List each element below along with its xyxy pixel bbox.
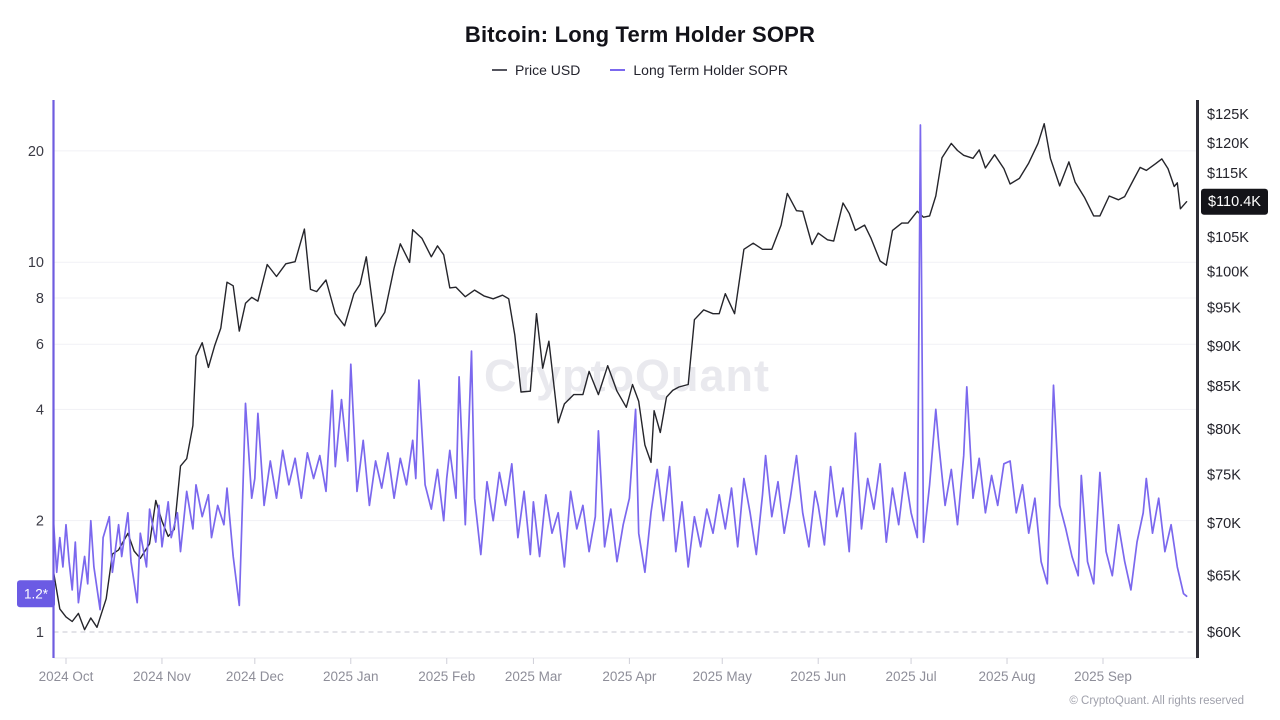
left-axis-tick-label: 20 [28, 144, 44, 160]
legend-item-price[interactable]: Price USD [492, 62, 580, 78]
right-axis-tick-label: $60K [1207, 625, 1241, 641]
right-axis-tick-label: $105K [1207, 230, 1249, 246]
price-line [53, 122, 1188, 631]
right-axis-tick-label: $70K [1207, 516, 1241, 532]
x-axis-label: 2025 Jul [886, 669, 937, 684]
right-axis-tick-label: $95K [1207, 301, 1241, 317]
legend-label-price: Price USD [515, 62, 581, 78]
series-group [53, 122, 1188, 631]
copyright-notice: © CryptoQuant. All rights reserved [1069, 695, 1244, 707]
x-axis-label: 2025 Mar [505, 669, 563, 684]
left-axis-tick-label: 10 [28, 255, 44, 271]
x-axis-label: 2024 Oct [39, 669, 94, 684]
x-axis-label: 2025 Jun [790, 669, 846, 684]
right-axis-tick-label: $75K [1207, 468, 1241, 484]
page-title: Bitcoin: Long Term Holder SOPR [464, 22, 816, 47]
right-axis-tick-label: $90K [1207, 339, 1241, 355]
sopr-current-value-badge: 1.2* [17, 579, 56, 608]
left-axis-tick-label: 2 [36, 514, 44, 530]
x-axis-label: 2025 Jan [323, 669, 379, 684]
x-axis-label: 2025 Sep [1074, 669, 1132, 684]
right-axis-tick-label: $65K [1207, 569, 1241, 585]
legend-item-sopr[interactable]: Long Term Holder SOPR [610, 62, 788, 78]
price-line-swatch-icon [492, 69, 508, 71]
left-axis-tick-label: 4 [36, 402, 44, 418]
right-axis-tick-label: $115K [1207, 166, 1248, 182]
legend-label-sopr: Long Term Holder SOPR [633, 62, 788, 78]
x-axis-label: 2024 Dec [226, 669, 284, 684]
price-current-value-badge: $110.4K [1201, 188, 1268, 215]
right-axis-tick-label: $85K [1207, 379, 1241, 395]
legend: Price USD Long Term Holder SOPR [0, 62, 1280, 78]
left-axis-tick-label: 8 [36, 291, 44, 307]
x-axis-label: 2025 Apr [602, 669, 657, 684]
left-axis-tick-label: 1 [36, 625, 44, 641]
left-axis-tick-label: 6 [36, 337, 44, 353]
x-axis-label: 2025 Feb [418, 669, 475, 684]
x-axis-label: 2024 Nov [133, 669, 191, 684]
x-axis-label: 2025 Aug [979, 669, 1036, 684]
x-axis-label: 2025 May [693, 669, 753, 684]
sopr-line-swatch-icon [610, 69, 626, 71]
right-axis-tick-label: $100K [1207, 265, 1249, 281]
right-axis-tick-label: $80K [1207, 422, 1241, 438]
right-axis-tick-label: $120K [1207, 136, 1249, 152]
sopr-line [53, 124, 1188, 611]
right-axis-tick-label: $125K [1207, 107, 1249, 123]
